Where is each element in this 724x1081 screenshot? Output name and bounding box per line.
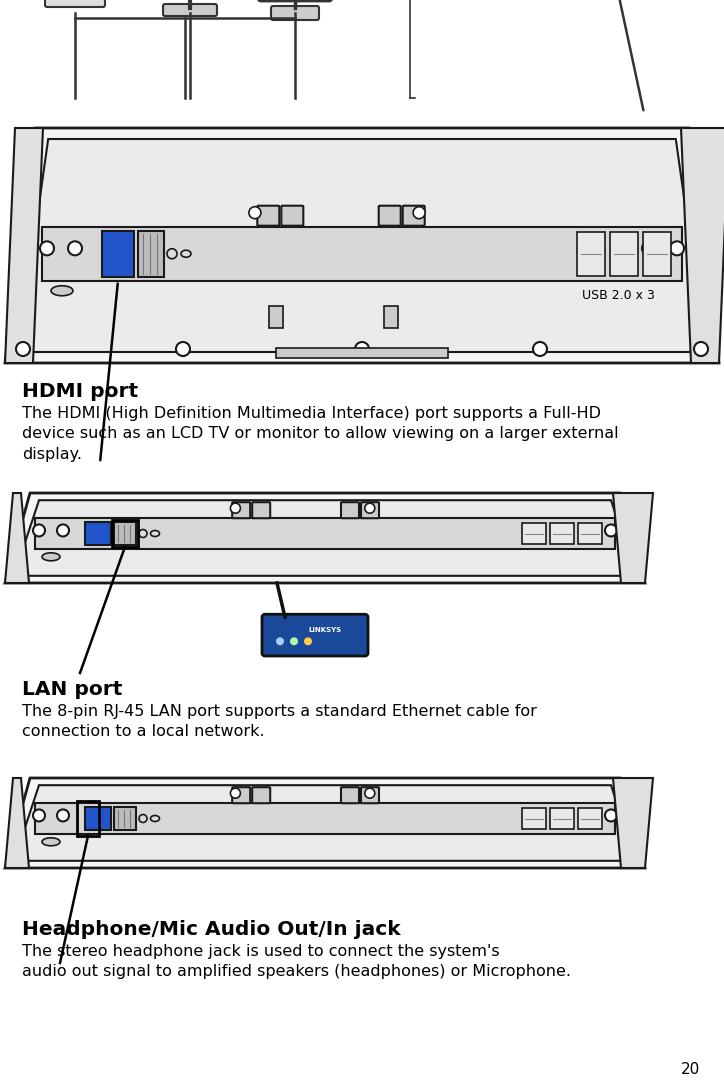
Bar [35,803,615,833]
Circle shape [304,638,312,645]
FancyBboxPatch shape [252,503,270,518]
Circle shape [57,524,69,536]
Polygon shape [5,493,645,583]
Text: HDMI port: HDMI port [22,382,138,401]
Polygon shape [5,128,43,363]
Circle shape [581,524,593,536]
FancyBboxPatch shape [45,0,105,6]
FancyBboxPatch shape [379,205,400,226]
Bar [277,348,447,358]
Circle shape [533,342,547,356]
Polygon shape [613,493,653,583]
Text: LINKSYS: LINKSYS [308,627,342,633]
Circle shape [605,810,617,822]
Bar [85,522,111,545]
Bar [138,230,164,277]
Text: The HDMI (High Definition Multimedia Interface) port supports a Full-HD
device s: The HDMI (High Definition Multimedia Int… [22,406,618,462]
Circle shape [605,524,617,536]
Ellipse shape [181,250,191,257]
Text: The stereo headphone jack is used to connect the system's
audio out signal to am: The stereo headphone jack is used to con… [22,944,571,979]
FancyBboxPatch shape [232,787,251,803]
Text: USB 2.0 x 3: USB 2.0 x 3 [582,289,655,302]
Bar [522,523,546,544]
Bar [550,809,574,829]
Circle shape [694,342,708,356]
Bar [77,801,99,836]
Bar [522,809,546,829]
Circle shape [230,503,240,513]
Bar [85,808,111,830]
Circle shape [16,342,30,356]
Bar [114,522,136,545]
Bar [35,518,615,549]
Text: The 8-pin RJ-45 LAN port supports a standard Ethernet cable for
connection to a : The 8-pin RJ-45 LAN port supports a stan… [22,704,537,739]
Ellipse shape [42,552,60,561]
Bar [102,230,134,277]
Text: LAN port: LAN port [22,680,122,699]
Ellipse shape [51,285,73,296]
Circle shape [230,788,240,798]
Circle shape [642,241,656,255]
FancyBboxPatch shape [163,4,217,16]
Circle shape [670,241,684,255]
Bar [114,808,136,830]
Polygon shape [5,128,719,363]
Bar [643,231,671,276]
Polygon shape [613,778,653,868]
FancyBboxPatch shape [262,614,368,656]
Circle shape [290,638,298,645]
Circle shape [68,241,82,255]
FancyBboxPatch shape [282,205,303,226]
Ellipse shape [42,838,60,845]
Polygon shape [14,785,636,860]
Circle shape [176,342,190,356]
Bar [578,523,602,544]
Circle shape [167,249,177,258]
Bar [384,306,397,328]
Circle shape [139,814,147,823]
Circle shape [57,810,69,822]
Polygon shape [18,139,706,352]
Ellipse shape [151,531,159,536]
Polygon shape [5,778,29,868]
FancyBboxPatch shape [361,787,379,803]
Circle shape [139,530,147,537]
FancyBboxPatch shape [403,205,425,226]
Circle shape [581,810,593,822]
FancyBboxPatch shape [341,503,359,518]
Bar [578,809,602,829]
Bar [577,231,605,276]
Polygon shape [5,778,645,868]
Circle shape [40,241,54,255]
Circle shape [33,524,45,536]
Circle shape [276,638,284,645]
FancyBboxPatch shape [271,6,319,21]
Circle shape [33,810,45,822]
Bar [610,231,638,276]
Circle shape [413,206,425,218]
Bar [42,227,682,281]
FancyBboxPatch shape [232,503,251,518]
Ellipse shape [151,815,159,822]
Circle shape [365,503,375,513]
FancyBboxPatch shape [361,503,379,518]
Text: Headphone/Mic Audio Out/In jack: Headphone/Mic Audio Out/In jack [22,920,400,939]
Polygon shape [5,493,29,583]
Circle shape [249,206,261,218]
FancyBboxPatch shape [257,205,279,226]
Text: 20: 20 [681,1062,700,1077]
Circle shape [365,788,375,798]
Bar [550,523,574,544]
Polygon shape [14,501,636,576]
Polygon shape [681,128,724,363]
FancyBboxPatch shape [341,787,359,803]
Circle shape [355,342,369,356]
FancyBboxPatch shape [252,787,270,803]
Bar [269,306,283,328]
Bar [112,520,138,547]
